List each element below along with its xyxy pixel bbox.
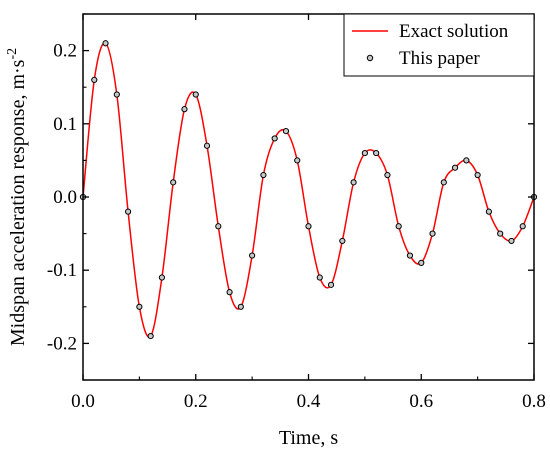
data-point-this-paper <box>463 157 470 164</box>
data-point-this-paper <box>170 179 177 186</box>
y-tick-label: 0.2 <box>53 41 77 62</box>
data-point-this-paper <box>203 142 211 149</box>
data-point-this-paper <box>485 208 492 215</box>
x-tick-label: 0.4 <box>297 391 321 412</box>
data-point-this-paper <box>406 252 414 259</box>
data-point-this-paper <box>215 223 222 230</box>
data-point-this-paper <box>237 303 244 310</box>
data-point-this-paper <box>249 252 256 259</box>
legend-label-this-paper: This paper <box>399 48 480 69</box>
legend-marker-sample <box>366 54 374 62</box>
data-point-this-paper <box>316 274 323 281</box>
y-tick-label: 0.1 <box>53 114 77 135</box>
data-point-this-paper <box>226 289 233 296</box>
x-tick-label: 0.2 <box>184 391 208 412</box>
data-point-this-paper <box>497 230 504 237</box>
data-point-this-paper <box>271 135 278 142</box>
x-tick-label: 0.8 <box>522 391 546 412</box>
data-point-this-paper <box>305 223 312 230</box>
plot-content <box>79 40 538 340</box>
data-point-this-paper <box>294 157 301 164</box>
data-point-this-paper <box>113 91 120 98</box>
data-point-this-paper <box>350 179 357 186</box>
data-point-this-paper <box>474 171 481 179</box>
data-point-this-paper <box>158 274 166 281</box>
legend-box <box>343 13 535 77</box>
series-line-exact-solution <box>82 42 535 338</box>
data-point-this-paper <box>282 128 290 135</box>
data-point-this-paper <box>418 259 425 266</box>
data-point-this-paper <box>395 223 402 230</box>
data-point-this-paper <box>339 237 346 245</box>
y-tick-label: -0.2 <box>47 333 77 354</box>
data-point-this-paper <box>181 106 188 113</box>
data-point-this-paper <box>508 237 515 245</box>
data-point-this-paper <box>451 164 459 171</box>
data-point-this-paper <box>429 230 436 237</box>
data-point-this-paper <box>102 40 109 47</box>
data-point-this-paper <box>440 179 447 186</box>
data-point-this-paper <box>91 76 98 83</box>
y-axis-label-main: Midspan acceleration response, m·s <box>7 59 29 346</box>
y-tick-label: 0.0 <box>53 187 77 208</box>
data-point-this-paper <box>147 332 154 340</box>
y-axis-label: Midspan acceleration response, m·s-2 <box>5 48 29 346</box>
x-tick-label: 0.6 <box>409 391 433 412</box>
data-point-this-paper <box>519 223 526 230</box>
data-point-this-paper <box>373 149 380 157</box>
data-point-this-paper <box>192 91 199 98</box>
y-axis-label-superscript: -2 <box>5 48 20 60</box>
legend: Exact solution This paper <box>343 13 535 77</box>
tick-labels: 0.0 0.2 0.4 0.6 0.8 0.2 0.1 0.0 -0.1 -0.2 <box>47 41 546 412</box>
data-point-this-paper <box>327 281 335 288</box>
legend-label-exact-solution: Exact solution <box>399 21 509 42</box>
x-axis-label: Time, s <box>279 427 339 449</box>
data-point-this-paper <box>125 208 132 215</box>
data-point-this-paper <box>361 149 368 157</box>
y-tick-label: -0.1 <box>47 260 77 281</box>
data-point-this-paper <box>136 303 143 310</box>
x-tick-label: 0.0 <box>71 391 95 412</box>
data-point-this-paper <box>384 171 391 179</box>
data-point-this-paper <box>260 171 267 179</box>
